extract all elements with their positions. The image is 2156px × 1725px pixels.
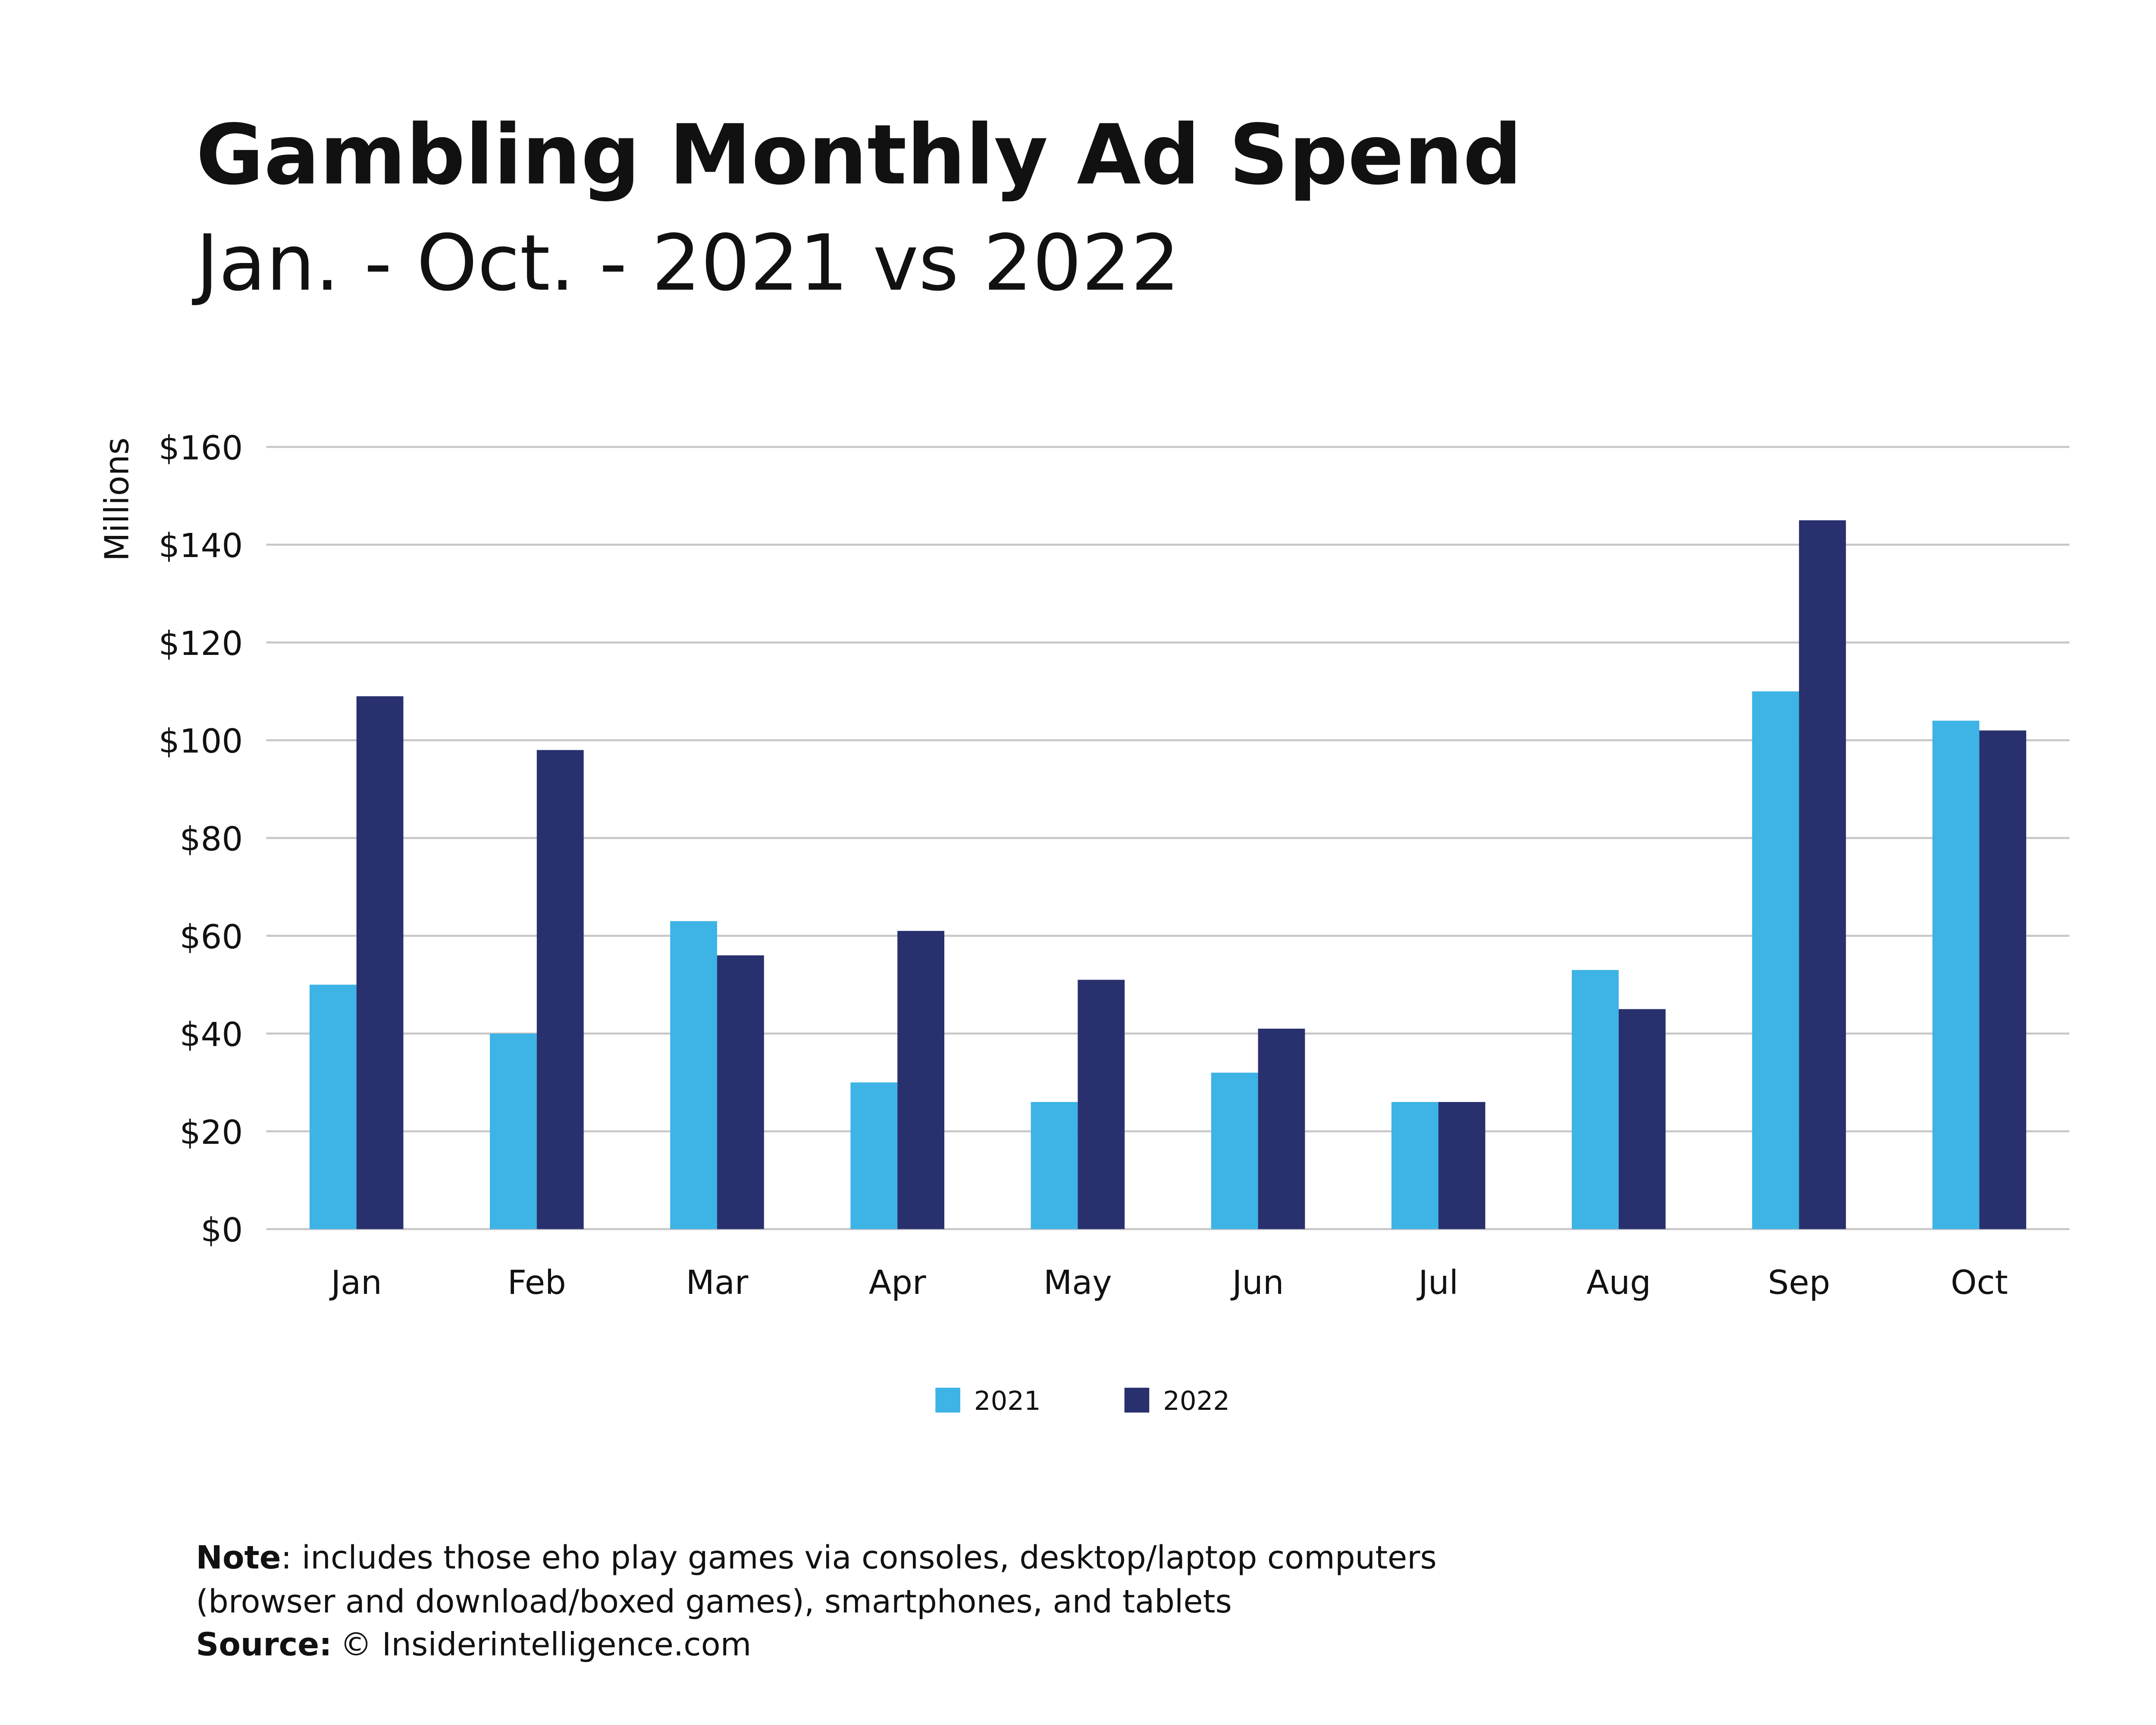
legend-label: 2021 [974,1386,1041,1416]
bar [490,1033,537,1229]
bar [850,1082,898,1229]
x-tick-label: Jun [1231,1264,1284,1302]
chart-subtitle: Jan. - Oct. - 2021 vs 2022 [191,219,1180,308]
bar [670,921,718,1229]
bar [1979,730,2027,1229]
x-tick-label: May [1044,1264,1112,1302]
note-line: Note: includes those eho play games via … [196,1540,1437,1576]
bar [1438,1102,1485,1229]
note-text: : includes those eho play games via cons… [281,1540,1437,1576]
bar [309,984,357,1229]
note-text: (browser and download/boxed games), smar… [196,1584,1232,1620]
bar [1391,1102,1438,1229]
x-tick-label: Apr [869,1264,926,1302]
x-tick-label: Feb [508,1264,566,1302]
bar [1211,1072,1258,1229]
bar [1258,1028,1305,1229]
legend-label: 2022 [1163,1386,1230,1416]
x-tick-label: Oct [1951,1264,2008,1302]
y-tick-label: $0 [201,1212,243,1250]
y-tick-label: $160 [159,429,243,467]
bar [897,931,944,1229]
note-label: Note [196,1540,281,1576]
x-tick-label: Aug [1586,1264,1651,1302]
bar [1572,970,1619,1229]
bar [1799,520,1846,1229]
x-tick-label: Sep [1768,1264,1830,1302]
y-axis-label: Millions [98,438,137,561]
y-tick-label: $80 [180,820,243,859]
y-tick-label: $40 [180,1016,243,1054]
bar [356,696,404,1229]
source-line: Source: © Insiderintelligence.com [196,1626,751,1663]
bar [1078,980,1125,1229]
x-tick-label: Jan [329,1264,382,1302]
legend-swatch [1124,1387,1150,1413]
chart-title: Gambling Monthly Ad Spend [196,107,1522,203]
bar [1932,720,1980,1229]
bar [1031,1102,1078,1229]
y-tick-label: $140 [159,527,243,565]
source-text: © Insiderintelligence.com [340,1626,752,1663]
bar [717,955,764,1229]
y-tick-label: $60 [180,918,243,956]
x-tick-label: Jul [1416,1264,1458,1302]
bar [1752,691,1799,1229]
y-tick-label: $20 [180,1114,243,1152]
bar [536,750,584,1229]
legend-swatch [935,1387,960,1413]
y-tick-label: $100 [159,723,243,761]
source-label: Source: [196,1626,332,1663]
y-tick-label: $120 [159,625,243,663]
bar [1618,1009,1666,1229]
x-tick-label: Mar [686,1264,749,1302]
